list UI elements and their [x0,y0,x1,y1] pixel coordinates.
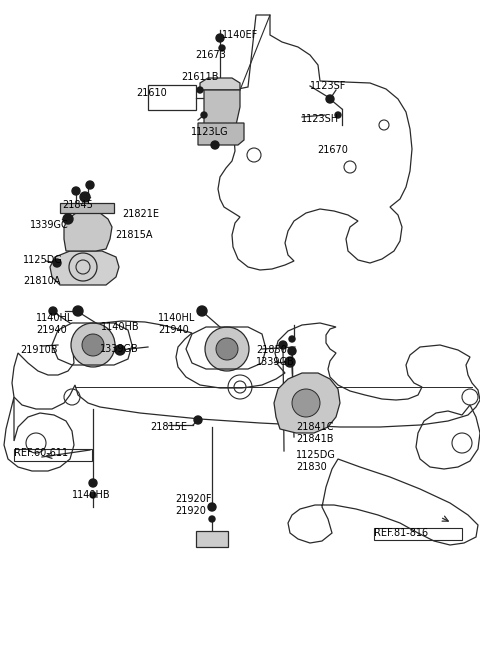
Text: 21920F: 21920F [175,494,212,504]
Polygon shape [60,203,114,213]
Circle shape [205,327,249,371]
Text: 1339GB: 1339GB [256,357,295,367]
Circle shape [73,306,83,316]
Circle shape [72,187,80,195]
Text: 1123SF: 1123SF [310,81,347,91]
Circle shape [80,192,90,202]
Text: 21815E: 21815E [150,422,187,432]
Circle shape [219,45,225,51]
Text: 21940: 21940 [36,325,67,335]
Text: 21810A: 21810A [23,276,60,286]
Text: 21815A: 21815A [115,230,153,240]
Text: 21845: 21845 [62,200,93,210]
Polygon shape [274,373,340,433]
Text: 21850: 21850 [256,345,287,355]
Text: 1140EF: 1140EF [222,30,258,40]
Text: 1123LG: 1123LG [191,127,228,137]
Polygon shape [198,123,244,145]
Polygon shape [196,531,228,547]
Text: REF.60-611: REF.60-611 [14,448,68,458]
Polygon shape [200,78,240,90]
Circle shape [86,181,94,189]
Circle shape [209,516,215,522]
Circle shape [89,479,97,487]
Polygon shape [204,90,240,125]
Text: 21920: 21920 [175,506,206,516]
Text: 1140HB: 1140HB [72,490,110,500]
Circle shape [82,334,104,356]
Text: 1140HB: 1140HB [101,322,140,332]
Circle shape [289,336,295,342]
Text: 1125DG: 1125DG [23,255,63,265]
Circle shape [285,357,295,367]
Circle shape [71,323,115,367]
Text: 21673: 21673 [195,50,226,60]
Circle shape [326,95,334,103]
Text: 21830: 21830 [296,462,327,472]
Circle shape [288,347,296,355]
Circle shape [53,259,61,267]
Text: 1339GC: 1339GC [30,220,69,230]
Circle shape [194,416,202,424]
Circle shape [216,34,224,42]
Text: 21940: 21940 [158,325,189,335]
Circle shape [197,87,203,93]
Circle shape [211,141,219,149]
Text: 21910B: 21910B [20,345,58,355]
Text: 21841C: 21841C [296,422,334,432]
Circle shape [216,338,238,360]
Text: 21610: 21610 [136,88,167,98]
Circle shape [292,389,320,417]
Text: 1125DG: 1125DG [296,450,336,460]
Polygon shape [50,251,119,285]
Text: 1339GB: 1339GB [100,344,139,354]
Circle shape [208,503,216,511]
Text: 21670: 21670 [317,145,348,155]
Text: 1123SH: 1123SH [301,114,339,124]
Text: 21841B: 21841B [296,434,334,444]
Circle shape [115,345,125,355]
Text: 21611B: 21611B [181,72,218,82]
Circle shape [63,214,73,224]
Text: REF.81-816: REF.81-816 [374,528,428,538]
Circle shape [201,112,207,118]
Circle shape [90,492,96,498]
Circle shape [279,341,287,349]
Polygon shape [64,209,112,251]
Text: 21821E: 21821E [122,209,159,219]
Circle shape [49,307,57,315]
Text: 1140HL: 1140HL [36,313,73,323]
Circle shape [197,306,207,316]
Text: 1140HL: 1140HL [158,313,195,323]
Circle shape [335,112,341,118]
